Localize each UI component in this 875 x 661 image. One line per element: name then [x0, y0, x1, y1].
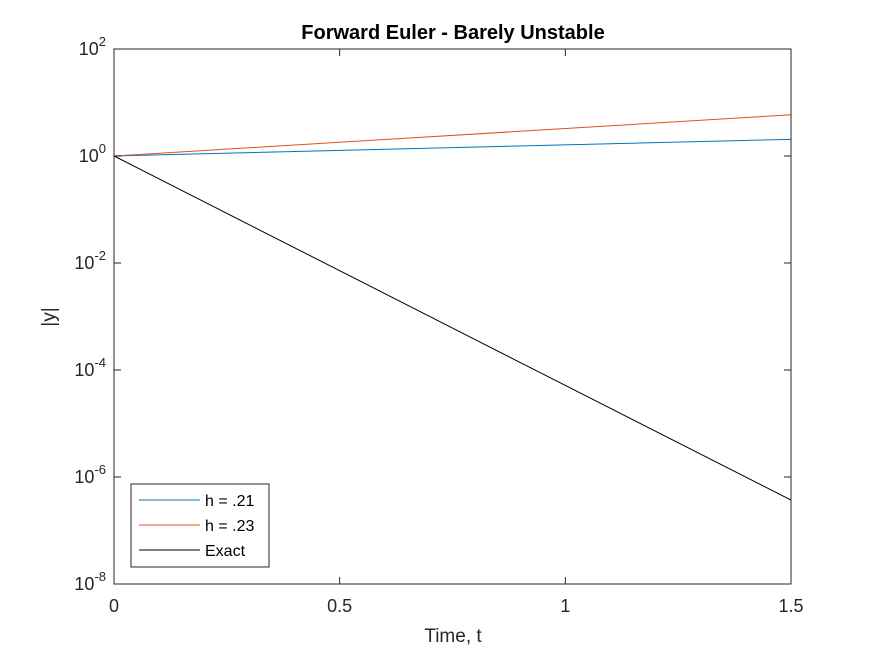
y-tick-label: 10-4 — [74, 355, 106, 380]
series-layer — [113, 114, 792, 501]
x-axis-ticks: 0 0.5 1 1.5 — [109, 49, 804, 616]
legend-label-3: Exact — [205, 543, 246, 560]
x-tick-label: 1 — [560, 596, 570, 616]
x-tick-label: 1.5 — [778, 596, 803, 616]
legend-label-1: h = .21 — [205, 493, 254, 510]
x-axis-label: Time, t — [424, 626, 482, 647]
legend-items: h = .21 h = .23 Exact — [139, 493, 254, 560]
y-tick-label: 10-2 — [74, 248, 106, 273]
y-tick-label: 10-8 — [74, 569, 106, 594]
plot-frame — [113, 48, 792, 585]
y-axis-ticks: 10-8 10-6 10-4 10-2 100 102 — [74, 34, 791, 594]
y-axis-label: |y| — [39, 307, 60, 326]
legend-label-2: h = .23 — [205, 518, 254, 535]
x-tick-label: 0.5 — [327, 596, 352, 616]
chart-title: Forward Euler - Barely Unstable — [301, 22, 604, 44]
y-tick-label: 10-6 — [74, 462, 106, 487]
series-line-2 — [113, 114, 792, 157]
x-tick-label: 0 — [109, 596, 119, 616]
legend: h = .21 h = .23 Exact — [130, 483, 270, 568]
y-tick-label: 102 — [79, 34, 106, 59]
y-tick-label: 100 — [79, 141, 106, 166]
series-line-1 — [113, 138, 792, 157]
series-line-3 — [113, 155, 792, 501]
